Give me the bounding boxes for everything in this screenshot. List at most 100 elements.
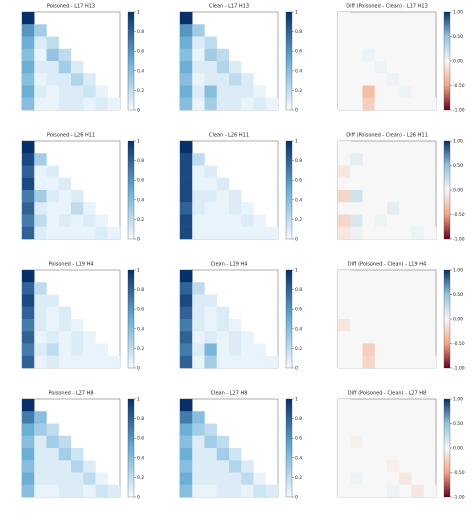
- heatmap-cell: [411, 472, 424, 485]
- heatmap-cell: [399, 343, 412, 356]
- heatmap-cell: [22, 472, 35, 485]
- heatmap-cell: [350, 411, 363, 424]
- heatmap-cell: [34, 472, 47, 485]
- heatmap-cell: [34, 435, 47, 449]
- heatmap-cell: [34, 24, 47, 37]
- heatmap-cell: [374, 343, 388, 356]
- colorbar-tick-label: 1.00: [453, 397, 463, 403]
- heatmap-cell: [180, 460, 193, 473]
- heatmap-cell: [46, 73, 59, 86]
- heatmap-cell: [387, 460, 400, 473]
- heatmap-cell: [362, 226, 375, 240]
- colorbar-tick-label: 0.50: [453, 163, 463, 169]
- colorbar-tick-label: 0.00: [453, 59, 463, 65]
- heatmap-cell: [46, 214, 59, 227]
- chart-title: Clean - L17 H13: [209, 4, 249, 10]
- heatmap-cell: [350, 306, 363, 320]
- heatmap-cell: [46, 177, 59, 191]
- heatmap-cell: [423, 355, 437, 369]
- chart-title: Diff (Poisoned - Clean) - L17 H13: [346, 4, 428, 10]
- heatmap-cell: [58, 306, 72, 320]
- heatmap-cell: [350, 177, 363, 191]
- heatmap-cell: [423, 97, 437, 111]
- colorbar: [127, 11, 135, 111]
- heatmap-cell: [71, 355, 84, 369]
- heatmap-cell: [350, 343, 363, 356]
- colorbar-tick-label: 0.4: [137, 326, 144, 332]
- colorbar-tick-label: 0.50: [453, 421, 463, 427]
- heatmap-cell: [22, 85, 35, 98]
- heatmap-cell: [34, 484, 47, 498]
- colorbar-tick-label: 0.00: [453, 317, 463, 323]
- heatmap-cell: [34, 61, 47, 74]
- heatmap-cell: [399, 484, 412, 498]
- heatmap-cell: [253, 226, 266, 240]
- heatmap-cell: [362, 306, 375, 320]
- heatmap-cell: [95, 214, 108, 227]
- heatmap-cell: [58, 73, 72, 86]
- heatmap-cell: [229, 214, 242, 227]
- colorbar-tick-label: 1.00: [453, 268, 463, 274]
- colorbar-tick-label: 0: [137, 237, 140, 243]
- heatmap-cell: [362, 97, 375, 111]
- colorbar: [285, 398, 293, 498]
- heatmap-cell: [204, 306, 217, 320]
- heatmap-cell: [34, 202, 47, 215]
- heatmap-cell: [180, 331, 193, 344]
- colorbar-tick-label: 0.6: [137, 178, 144, 184]
- heatmap-cell: [350, 24, 363, 37]
- chart-title: Clean - L19 H4: [211, 262, 248, 268]
- colorbar-tick-label: 1: [295, 10, 298, 16]
- heatmap-cell: [204, 355, 217, 369]
- heatmap-cell: [374, 472, 388, 485]
- heatmap-cell: [46, 165, 59, 178]
- heatmap-cell: [180, 270, 193, 283]
- heatmap-cell: [22, 270, 35, 283]
- heatmap-cell: [253, 85, 266, 98]
- heatmap-cell: [241, 214, 254, 227]
- heatmap-cell: [374, 73, 388, 86]
- heatmap-cell: [216, 48, 230, 62]
- heatmap-cell: [46, 331, 59, 344]
- heatmap-cell: [204, 165, 217, 178]
- colorbar-tick-label: 1: [295, 397, 298, 403]
- heatmap-cell: [350, 190, 363, 203]
- heatmap-cell: [192, 435, 205, 449]
- colorbar-tick-label: 0.2: [295, 217, 302, 223]
- colorbar-tick-label: 0.2: [295, 88, 302, 94]
- heatmap-cell: [411, 343, 424, 356]
- heatmap-cell: [71, 460, 84, 473]
- heatmap-cell: [350, 484, 363, 498]
- heatmap-cell: [22, 24, 35, 37]
- heatmap-cell: [58, 435, 72, 449]
- heatmap-cell: [411, 355, 424, 369]
- heatmap-cell: [241, 331, 254, 344]
- colorbar-tick-label: 0: [137, 108, 140, 114]
- heatmap-cell: [216, 202, 230, 215]
- heatmap-cell: [46, 294, 59, 307]
- heatmap-cell: [362, 472, 375, 485]
- heatmap-cell: [83, 226, 96, 240]
- colorbar-tick-label: 1: [295, 268, 298, 274]
- heatmap-cell: [350, 423, 363, 436]
- colorbar-tick-label: 0: [137, 495, 140, 501]
- heatmap-cell: [387, 61, 400, 74]
- heatmap-cell: [362, 331, 375, 344]
- heatmap-cell: [338, 141, 351, 154]
- heatmap-cell: [34, 165, 47, 178]
- heatmap-cell: [46, 355, 59, 369]
- heatmap-cell: [362, 73, 375, 86]
- heatmap-cell: [22, 411, 35, 424]
- heatmap-cell: [338, 411, 351, 424]
- heatmap-cell: [204, 331, 217, 344]
- heatmap-cell: [22, 355, 35, 369]
- colorbar-tick-label: -0.50: [453, 341, 465, 347]
- heatmap-cell: [192, 85, 205, 98]
- colorbar: [285, 269, 293, 369]
- heatmap-cell: [46, 448, 59, 461]
- heatmap-cell: [83, 484, 96, 498]
- heatmap-cell: [350, 214, 363, 227]
- heatmap-cell: [192, 226, 205, 240]
- heatmap-cell: [216, 331, 230, 344]
- heatmap-cell: [216, 226, 230, 240]
